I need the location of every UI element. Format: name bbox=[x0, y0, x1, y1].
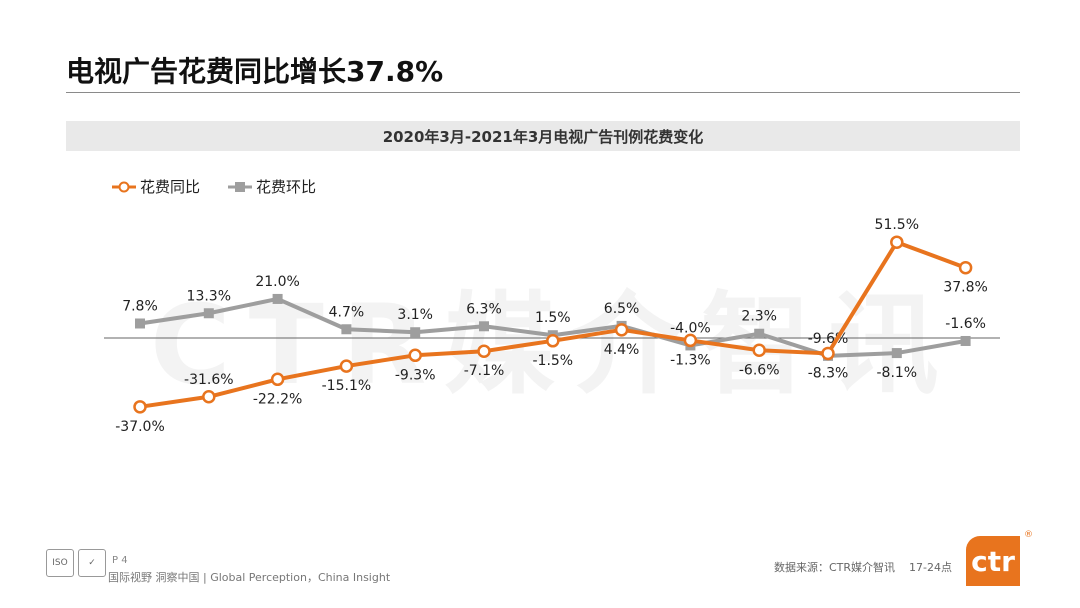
data-label-mom-9: 2.3% bbox=[741, 309, 777, 325]
chart-legend: 花费同比 花费环比 bbox=[112, 176, 316, 197]
point-yoy-7 bbox=[614, 323, 629, 337]
registered-mark: ® bbox=[1024, 530, 1033, 540]
data-label-yoy-2: -22.2% bbox=[253, 391, 303, 407]
iso-cert-icon: ISO bbox=[46, 549, 74, 577]
data-label-mom-11: -8.1% bbox=[876, 365, 917, 381]
point-yoy-3 bbox=[339, 359, 354, 373]
data-label-mom-12: -1.6% bbox=[945, 316, 986, 332]
legend-label-yoy: 花费同比 bbox=[140, 178, 201, 196]
page-title: 电视广告花费同比增长37.8% bbox=[66, 55, 444, 88]
point-mom-11 bbox=[891, 348, 902, 359]
data-label-yoy-10: -8.3% bbox=[808, 365, 849, 381]
data-label-mom-0: 7.8% bbox=[122, 298, 158, 314]
point-yoy-0 bbox=[133, 400, 147, 414]
legend-square-icon bbox=[228, 181, 253, 192]
point-yoy-8 bbox=[683, 333, 698, 348]
data-label-yoy-4: -9.3% bbox=[395, 367, 436, 383]
point-yoy-9 bbox=[752, 343, 766, 358]
data-label-yoy-7: 4.4% bbox=[604, 342, 640, 358]
data-label-yoy-6: -1.5% bbox=[532, 353, 573, 369]
point-mom-12 bbox=[960, 335, 971, 346]
data-label-mom-2: 21.0% bbox=[255, 274, 299, 290]
data-label-mom-1: 13.3% bbox=[187, 288, 231, 304]
point-yoy-4 bbox=[408, 348, 422, 363]
data-label-yoy-8: -1.3% bbox=[670, 352, 711, 368]
page-number: P 4 bbox=[112, 555, 128, 566]
data-label-yoy-5: -7.1% bbox=[464, 363, 505, 379]
certification-logos: ISO ✓ bbox=[46, 549, 106, 577]
data-label-mom-8: -4.0% bbox=[670, 320, 711, 336]
data-label-mom-4: 3.1% bbox=[397, 307, 433, 323]
point-mom-4 bbox=[410, 327, 421, 338]
point-mom-5 bbox=[479, 321, 489, 332]
legend-label-mom: 花费环比 bbox=[256, 178, 317, 196]
data-label-yoy-11: 51.5% bbox=[875, 217, 919, 233]
point-mom-0 bbox=[135, 318, 145, 329]
data-label-mom-7: 6.5% bbox=[604, 301, 640, 317]
ctr-logo: ctr bbox=[966, 536, 1020, 586]
time-scope: 17-24点 bbox=[909, 561, 953, 574]
data-label-yoy-3: -15.1% bbox=[322, 378, 372, 394]
point-mom-1 bbox=[203, 308, 214, 319]
point-yoy-1 bbox=[202, 390, 216, 404]
title-divider bbox=[66, 92, 1020, 93]
point-yoy-10 bbox=[821, 346, 835, 361]
point-mom-9 bbox=[754, 328, 765, 339]
data-label-yoy-1: -31.6% bbox=[184, 372, 234, 388]
point-yoy-12 bbox=[958, 260, 973, 275]
point-yoy-2 bbox=[270, 372, 285, 387]
data-label-yoy-9: -6.6% bbox=[739, 362, 780, 378]
data-source: 数据来源：CTR媒介智讯 17-24点 bbox=[774, 559, 952, 575]
point-mom-3 bbox=[341, 324, 352, 335]
point-mom-2 bbox=[272, 293, 283, 304]
legend-circle-icon bbox=[112, 181, 136, 192]
data-label-yoy-0: -37.0% bbox=[115, 419, 165, 435]
source-text: 数据来源：CTR媒介智讯 bbox=[774, 561, 896, 574]
footer-slogan: 国际视野 洞察中国 | Global Perception，China Insi… bbox=[108, 571, 391, 584]
point-yoy-5 bbox=[477, 344, 491, 358]
point-yoy-6 bbox=[546, 334, 560, 348]
data-label-mom-6: 1.5% bbox=[535, 310, 571, 326]
legend-item-mom: 花费环比 bbox=[228, 176, 316, 197]
point-yoy-11 bbox=[890, 235, 904, 249]
quality-cert-icon: ✓ bbox=[78, 549, 106, 577]
legend-item-yoy: 花费同比 bbox=[112, 176, 200, 197]
data-label-mom-3: 4.7% bbox=[329, 304, 365, 320]
chart-title-banner: 2020年3月-2021年3月电视广告刊例花费变化 bbox=[66, 121, 1020, 151]
data-label-mom-5: 6.3% bbox=[466, 301, 502, 317]
data-label-yoy-12: 37.8% bbox=[943, 280, 987, 296]
